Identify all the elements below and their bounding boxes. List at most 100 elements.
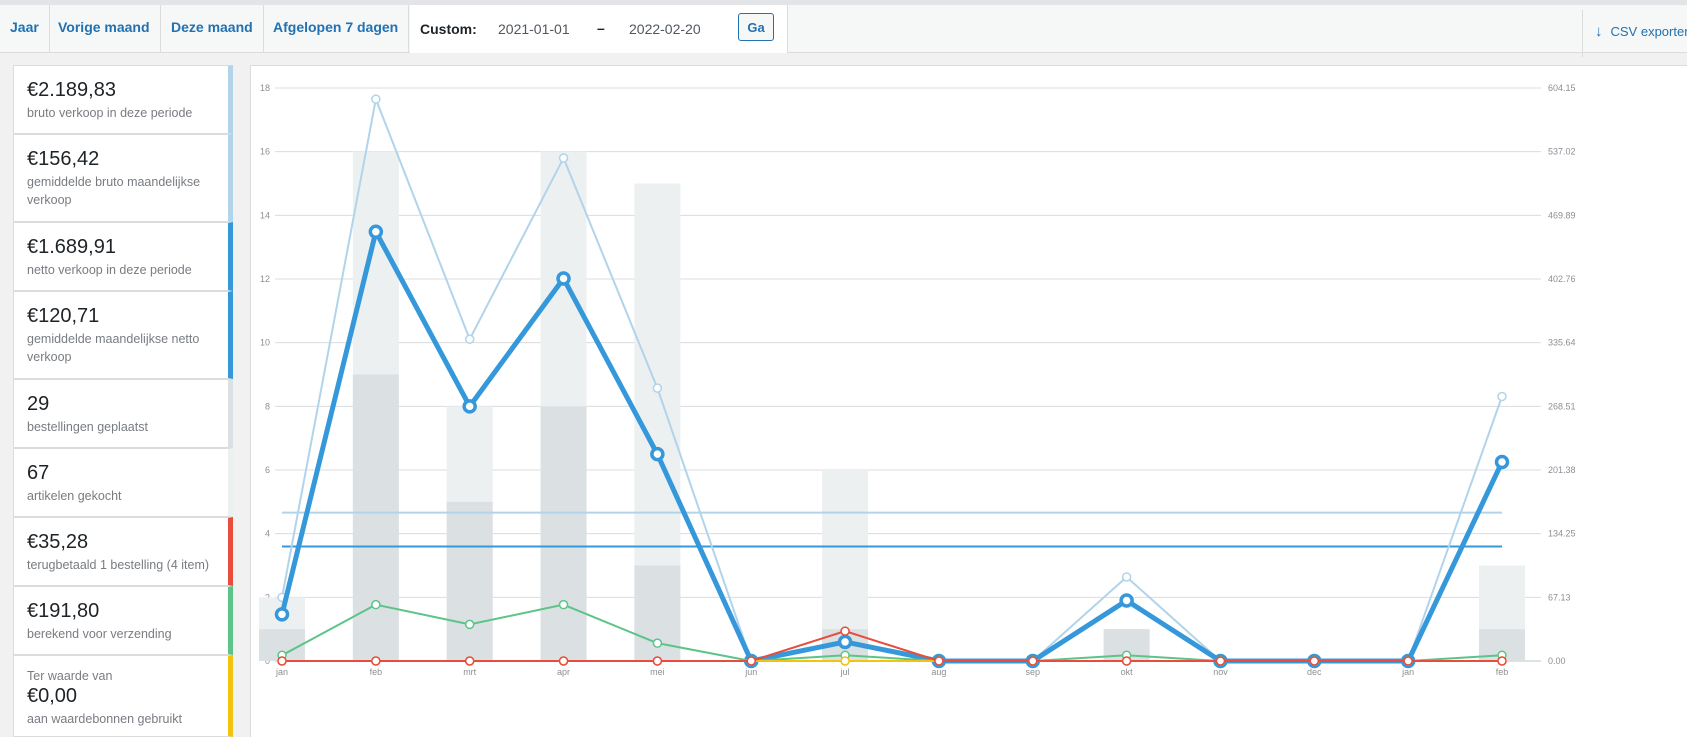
csv-export-label: CSV exporteren: [1610, 24, 1687, 39]
y-right-tick-label: 469.89: [1548, 210, 1576, 220]
y-right-tick-label: 402.76: [1548, 274, 1576, 284]
x-tick-label: jul: [840, 667, 850, 677]
legend-coupons[interactable]: Ter waarde van €0,00 aan waardebonnen ge…: [13, 655, 233, 737]
data-point: [1497, 656, 1507, 666]
data-point: [556, 271, 571, 286]
legend-value: €35,28: [27, 531, 89, 553]
csv-export-link[interactable]: ↓ CSV exporteren: [1582, 10, 1687, 57]
legend-desc: artikelen gekocht: [27, 489, 122, 503]
x-tick-label: jan: [1401, 667, 1414, 677]
legend-avg-gross[interactable]: €156,42 gemiddelde bruto maandelijkse ve…: [13, 134, 233, 222]
y-left-tick-label: 16: [260, 147, 270, 157]
legend-shipping[interactable]: €191,80 berekend voor verzending: [13, 586, 233, 655]
legend-value: €0,00: [27, 685, 78, 707]
x-tick-label: aug: [931, 667, 946, 677]
x-tick-label: feb: [370, 667, 383, 677]
data-point: [840, 626, 850, 636]
legend-prefix: Ter waarde van: [27, 669, 113, 683]
legend-value: €2.189,83: [27, 79, 116, 101]
x-tick-label: nov: [1213, 667, 1228, 677]
data-point: [652, 638, 663, 648]
data-point: [934, 656, 944, 666]
data-point: [1309, 656, 1320, 666]
data-point: [464, 619, 475, 630]
legend-desc: aan waardebonnen gebruikt: [27, 712, 182, 726]
x-tick-label: feb: [1496, 667, 1509, 677]
date-separator: –: [597, 20, 605, 36]
data-point: [558, 153, 569, 163]
custom-label: Custom:: [420, 21, 477, 37]
data-point: [274, 607, 290, 622]
download-arrow-icon: ↓: [1595, 23, 1603, 40]
data-point: [277, 656, 287, 666]
bar: [352, 374, 399, 661]
data-point: [371, 599, 381, 610]
data-point: [1121, 572, 1132, 582]
data-point: [558, 599, 569, 610]
data-point: [464, 656, 475, 666]
x-tick-label: sep: [1026, 667, 1041, 677]
data-point: [1119, 593, 1134, 608]
go-button[interactable]: Ga: [738, 13, 774, 41]
tab-afgelopen-7-dagen[interactable]: Afgelopen 7 dagen: [263, 5, 410, 52]
bar: [540, 406, 587, 661]
tab-vorige-maand[interactable]: Vorige maand: [48, 5, 161, 52]
legend-desc: gemiddelde maandelijkse netto verkoop: [27, 332, 200, 364]
y-right-tick-label: 335.64: [1548, 338, 1576, 348]
sales-chart: 0246810121416180.0067.13134.25201.38268.…: [250, 65, 1687, 737]
range-tabs: Jaar Vorige maand Deze maand Afgelopen 7…: [0, 5, 1687, 57]
legend-gross-sales[interactable]: €2.189,83 bruto verkoop in deze periode: [13, 65, 233, 134]
data-point: [462, 399, 477, 414]
legend-orders[interactable]: 29 bestellingen geplaatst: [13, 379, 233, 448]
data-point: [558, 656, 569, 666]
y-right-tick-label: 537.02: [1548, 147, 1576, 157]
y-left-tick-label: 18: [260, 83, 270, 93]
x-tick-label: okt: [1121, 667, 1134, 677]
data-point: [746, 656, 756, 666]
tab-deze-maand[interactable]: Deze maand: [161, 5, 264, 52]
start-date-input[interactable]: 2021-01-01: [498, 21, 570, 37]
legend-desc: bruto verkoop in deze periode: [27, 106, 193, 120]
legend-desc: berekend voor verzending: [27, 627, 172, 641]
legend-value: €191,80: [27, 600, 100, 622]
legend-value: 29: [27, 393, 50, 415]
legend-value: €156,42: [27, 148, 100, 170]
bar: [446, 501, 493, 661]
data-point: [837, 634, 853, 650]
x-tick-label: jun: [744, 667, 757, 677]
custom-range: Custom: 2021-01-01 – 2022-02-20 Ga: [410, 5, 788, 53]
data-point: [371, 656, 381, 666]
legend-items[interactable]: 67 artikelen gekocht: [13, 448, 233, 517]
data-point: [368, 224, 384, 239]
legend-desc: terugbetaald 1 bestelling (4 item): [27, 558, 210, 572]
legend-desc: netto verkoop in deze periode: [27, 263, 192, 277]
chart-legend: €2.189,83 bruto verkoop in deze periode …: [13, 65, 237, 737]
y-left-tick-label: 8: [265, 401, 270, 411]
legend-desc: bestellingen geplaatst: [27, 420, 148, 434]
x-tick-label: apr: [557, 667, 570, 677]
y-right-tick-label: 0.00: [1548, 656, 1566, 666]
y-left-tick-label: 6: [265, 465, 270, 475]
legend-value: €120,71: [27, 305, 100, 327]
legend-desc: gemiddelde bruto maandelijkse verkoop: [27, 175, 201, 207]
data-point: [1215, 656, 1226, 666]
tab-jaar[interactable]: Jaar: [0, 5, 50, 52]
data-point: [652, 383, 663, 393]
legend-refunds[interactable]: €35,28 terugbetaald 1 bestelling (4 item…: [13, 517, 233, 586]
data-point: [1121, 656, 1132, 666]
data-point: [1403, 656, 1413, 666]
y-left-tick-label: 4: [265, 529, 270, 539]
y-left-tick-label: 12: [260, 274, 270, 284]
legend-avg-net[interactable]: €120,71 gemiddelde maandelijkse netto ve…: [13, 291, 233, 379]
x-tick-label: dec: [1307, 667, 1322, 677]
data-point: [840, 656, 850, 666]
y-right-tick-label: 67.13: [1548, 592, 1571, 602]
data-point: [1497, 391, 1507, 402]
x-tick-label: mrt: [463, 667, 476, 677]
y-left-tick-label: 14: [260, 210, 270, 220]
end-date-input[interactable]: 2022-02-20: [629, 21, 701, 37]
y-right-tick-label: 134.25: [1548, 529, 1576, 539]
data-point: [1494, 454, 1510, 470]
y-left-tick-label: 10: [260, 338, 270, 348]
legend-net-sales[interactable]: €1.689,91 netto verkoop in deze periode: [13, 222, 233, 291]
